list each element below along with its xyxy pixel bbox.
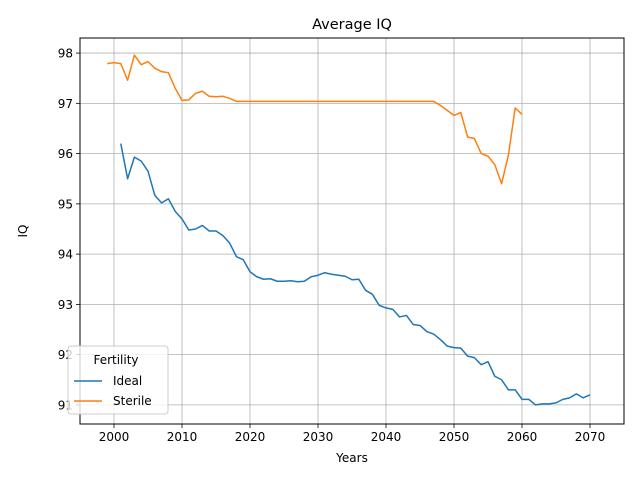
x-axis-label: Years [335,451,368,465]
y-axis-label: IQ [16,225,30,238]
chart-title: Average IQ [312,17,392,33]
x-tick-label: 2010 [167,430,198,444]
axis-ticks: 2000 2010 2020 2030 2040 2050 2060 207091929394… [58,47,606,444]
series-line-sterile [107,54,523,185]
grid [80,38,624,424]
x-tick-label: 2000 [99,430,130,444]
legend: Fertility Ideal Sterile [67,345,169,415]
x-tick-label: 2040 [371,430,402,444]
legend-box [67,345,169,415]
series-line-ideal [120,143,591,406]
y-tick-label: 96 [58,147,73,161]
y-tick-label: 98 [58,47,73,61]
plot-frame [79,37,625,425]
x-tick-label: 2060 [507,430,538,444]
x-tick-label: 2020 [235,430,266,444]
y-tick-label: 97 [58,97,73,111]
x-tick-label: 2070 [575,430,606,444]
legend-label-ideal: Ideal [113,374,142,388]
y-tick-label: 95 [58,197,73,211]
x-tick-label: 2030 [303,430,334,444]
y-tick-label: 93 [58,298,73,312]
legend-label-sterile: Sterile [113,394,152,408]
y-tick-label: 94 [58,248,73,262]
x-tick-label: 2050 [439,430,470,444]
legend-title: Fertility [93,353,138,367]
series-lines [107,54,591,406]
